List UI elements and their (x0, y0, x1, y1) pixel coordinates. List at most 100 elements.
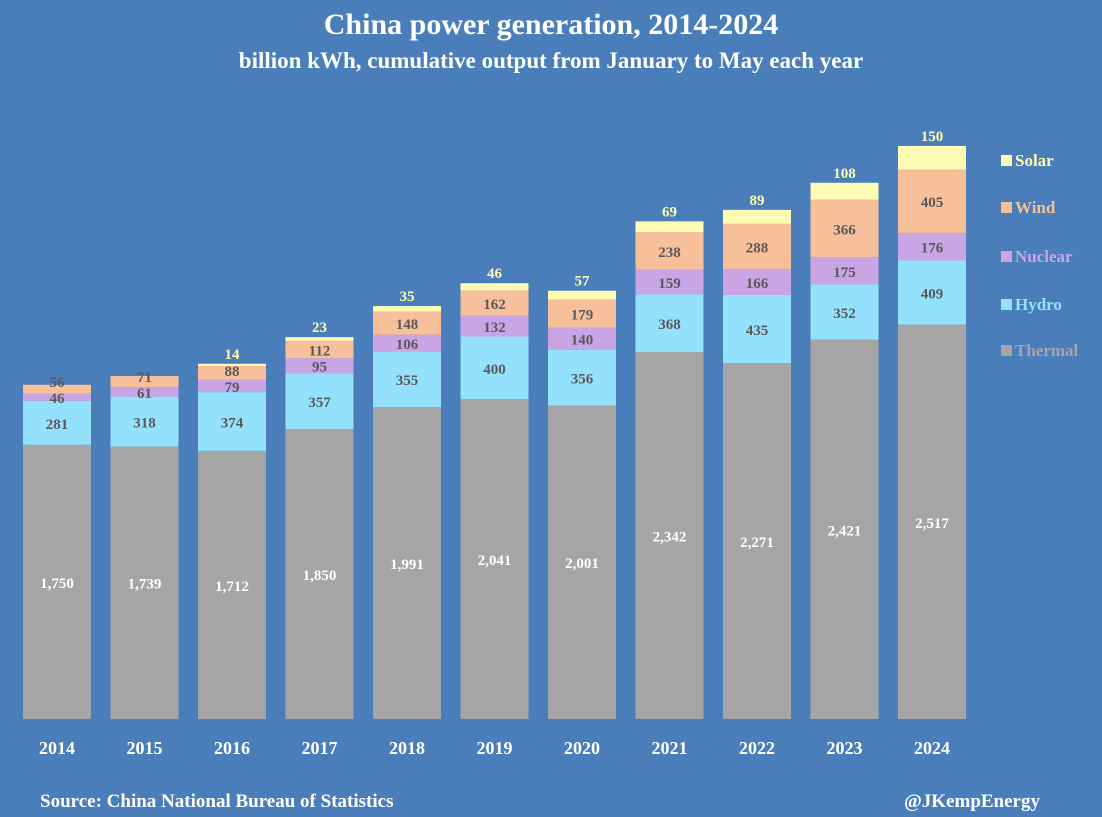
legend-swatch-hydro (1001, 299, 1012, 310)
bar-wind-2017 (285, 340, 354, 359)
data-label-solar-2016: 14 (225, 347, 241, 363)
bar-thermal-2022 (723, 363, 791, 719)
bar-nuclear-2015 (110, 387, 179, 397)
data-label-thermal-2024: 2,517 (915, 516, 949, 532)
data-label-thermal-2016: 1,712 (215, 579, 249, 595)
data-label-thermal-2017: 1,850 (303, 568, 337, 584)
data-label-solar-2020: 57 (575, 274, 591, 290)
bar-hydro-2016 (198, 392, 266, 451)
x-tick-label: 2021 (652, 738, 688, 758)
data-label-thermal-2014: 1,750 (40, 576, 74, 592)
bar-solar-2020 (548, 290, 616, 300)
x-tick-label: 2022 (739, 738, 775, 758)
data-label-thermal-2022: 2,271 (740, 535, 774, 551)
bar-wind-2015 (110, 375, 179, 388)
bar-hydro-2019 (460, 336, 529, 400)
bar-thermal-2014 (23, 444, 91, 719)
data-label-hydro-2024: 409 (921, 287, 944, 303)
data-label-wind-2015: 71 (137, 370, 152, 386)
bar-solar-2017 (285, 337, 354, 341)
data-label-hydro-2018: 355 (396, 373, 419, 389)
data-label-wind-2016: 88 (225, 364, 240, 380)
bar-nuclear-2022 (723, 268, 791, 295)
data-label-wind-2017: 112 (309, 344, 331, 360)
legend-label-solar: Solar (1015, 151, 1054, 170)
data-label-hydro-2015: 318 (133, 416, 156, 432)
bar-hydro-2015 (110, 396, 179, 447)
bar-wind-2021 (635, 232, 704, 270)
legend-swatch-thermal (1001, 345, 1012, 356)
legend-label-hydro: Hydro (1015, 295, 1062, 314)
bar-nuclear-2024 (898, 232, 966, 261)
bar-wind-2022 (723, 223, 791, 269)
data-label-nuclear-2019: 132 (483, 320, 506, 336)
data-label-nuclear-2014: 46 (50, 391, 66, 407)
data-label-solar-2019: 46 (487, 266, 503, 282)
bar-nuclear-2023 (810, 257, 879, 285)
data-label-nuclear-2016: 79 (225, 380, 240, 396)
x-tick-label: 2018 (389, 738, 425, 758)
author-handle: @JKempEnergy (904, 791, 1040, 812)
legend-swatch-nuclear (1001, 251, 1012, 262)
legend-swatch-solar (1001, 155, 1012, 166)
data-label-thermal-2021: 2,342 (653, 530, 687, 546)
source-note: Source: China National Bureau of Statist… (40, 791, 394, 812)
bar-wind-2014 (23, 384, 91, 394)
data-label-solar-2022: 89 (750, 193, 765, 209)
data-label-nuclear-2017: 95 (312, 360, 327, 376)
x-tick-label: 2020 (564, 738, 600, 758)
bar-thermal-2024 (898, 324, 966, 719)
bar-hydro-2023 (810, 284, 879, 340)
bar-nuclear-2021 (635, 269, 704, 295)
bar-wind-2020 (548, 299, 616, 328)
data-label-wind-2021: 238 (658, 245, 681, 261)
bar-thermal-2017 (285, 429, 354, 719)
data-label-hydro-2014: 281 (46, 417, 69, 433)
legend-swatch-wind (1001, 202, 1012, 213)
legend-label-wind: Wind (1015, 198, 1056, 217)
data-label-solar-2018: 35 (400, 289, 415, 305)
data-label-hydro-2017: 357 (308, 395, 331, 411)
bar-nuclear-2014 (23, 393, 91, 401)
bar-solar-2023 (810, 182, 879, 200)
bar-solar-2016 (198, 363, 266, 366)
data-label-solar-2023: 108 (833, 166, 856, 182)
bar-hydro-2017 (285, 373, 354, 430)
data-label-nuclear-2023: 175 (833, 265, 856, 281)
bar-thermal-2015 (110, 446, 179, 719)
data-label-thermal-2023: 2,421 (828, 523, 862, 539)
data-label-solar-2021: 69 (662, 204, 677, 220)
x-tick-label: 2016 (214, 738, 250, 758)
bar-thermal-2018 (373, 407, 441, 719)
bar-nuclear-2017 (285, 358, 354, 374)
x-tick-label: 2019 (477, 738, 513, 758)
data-label-thermal-2018: 1,991 (390, 557, 424, 573)
legend-label-thermal: Thermal (1015, 341, 1079, 360)
data-label-hydro-2019: 400 (483, 362, 506, 378)
x-tick-label: 2015 (127, 738, 163, 758)
data-label-nuclear-2015: 61 (137, 386, 152, 402)
bar-thermal-2016 (198, 450, 266, 719)
data-label-wind-2018: 148 (396, 317, 419, 333)
bar-thermal-2023 (810, 339, 879, 719)
data-label-thermal-2019: 2,041 (478, 553, 512, 569)
data-label-wind-2022: 288 (746, 240, 769, 256)
data-label-solar-2017: 23 (312, 320, 327, 336)
data-label-hydro-2021: 368 (658, 317, 681, 333)
data-label-hydro-2020: 356 (571, 372, 594, 388)
bar-solar-2024 (898, 145, 966, 170)
bar-thermal-2020 (548, 405, 616, 719)
bar-hydro-2020 (548, 349, 616, 406)
bar-solar-2022 (723, 209, 791, 224)
bar-solar-2019 (460, 283, 529, 291)
bar-thermal-2019 (460, 399, 529, 719)
data-label-wind-2020: 179 (571, 308, 594, 324)
bar-solar-2018 (373, 306, 441, 312)
x-tick-label: 2017 (302, 738, 338, 758)
data-label-nuclear-2018: 106 (396, 337, 419, 353)
x-tick-label: 2024 (914, 738, 950, 758)
bar-thermal-2021 (635, 352, 704, 719)
bar-wind-2019 (460, 290, 529, 316)
data-label-thermal-2015: 1,739 (128, 577, 162, 593)
